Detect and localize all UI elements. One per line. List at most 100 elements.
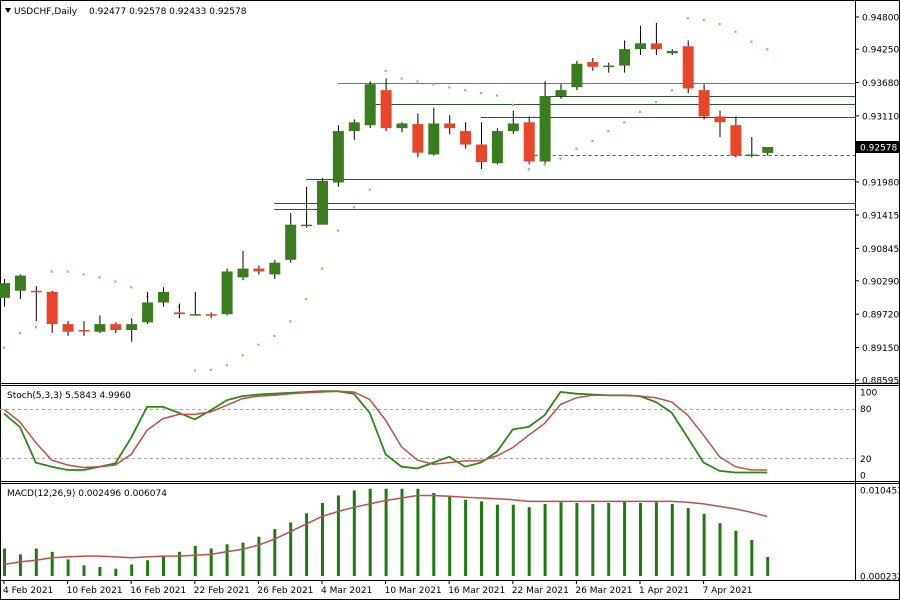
macd-histogram-bar: [448, 496, 452, 576]
macd-histogram-bar: [511, 504, 515, 576]
price-tick-label: 0.89150: [862, 344, 899, 354]
stoch-axis-ticks: 100 80 20 0: [860, 389, 877, 482]
macd-histogram-bar: [225, 544, 229, 576]
macd-histogram-bar: [654, 502, 658, 576]
candle: [444, 115, 456, 135]
candle: [555, 84, 567, 99]
candle-body-bear: [380, 90, 392, 129]
candle-body-bull: [94, 324, 106, 332]
sar-dot: [130, 286, 133, 289]
sar-dot: [66, 270, 69, 273]
macd-histogram-bar: [686, 508, 690, 576]
candle-body-bear: [30, 290, 42, 293]
candle: [189, 291, 201, 316]
candle: [603, 62, 615, 73]
candle-body-bear: [46, 291, 58, 325]
sar-dot: [18, 331, 22, 335]
candle-body-bear: [650, 43, 662, 50]
macd-histogram-bar: [702, 513, 706, 576]
macd-histogram-bar: [734, 530, 738, 576]
sar-dot: [623, 121, 626, 124]
candle: [110, 322, 122, 333]
candle: [158, 287, 169, 307]
date-tick-label: 26 Mar 2021: [575, 586, 632, 596]
sar-dot: [368, 188, 371, 191]
candle-body-bull: [507, 123, 519, 132]
stoch-tick-label: 80: [860, 405, 872, 415]
sar-dot: [527, 168, 530, 171]
sar-dot: [464, 89, 467, 92]
date-tick-label: 22 Mar 2021: [512, 586, 569, 596]
candle-body-bull: [619, 49, 631, 66]
candle: [269, 259, 281, 280]
candle-body-bull: [0, 283, 10, 298]
price-tick-label: 0.90845: [862, 245, 899, 255]
sar-dot: [480, 92, 483, 95]
macd-histogram-bar: [241, 542, 245, 576]
macd-signal-line: [3, 494, 768, 566]
symbol-dropdown-icon[interactable]: [5, 8, 11, 13]
candle: [221, 268, 233, 316]
candle: [78, 321, 90, 336]
candle-body-bull: [666, 50, 678, 54]
sar-dot: [543, 163, 546, 166]
date-tick-label: 10 Feb 2021: [67, 586, 123, 596]
date-tick-label: 22 Feb 2021: [194, 586, 250, 596]
price-tick-label: 0.93110: [862, 112, 899, 122]
candle: [380, 78, 392, 132]
candle: [587, 57, 599, 71]
candle: [46, 290, 58, 333]
current-price-tag-bg: [856, 141, 899, 153]
sar-dot: [352, 206, 355, 209]
price-tick-label: 0.91415: [862, 212, 899, 222]
date-tick-label: 7 Apr 2021: [703, 586, 753, 596]
candle-body-bear: [412, 124, 424, 153]
candle: [428, 107, 440, 156]
candle-body-bull: [746, 154, 758, 156]
candle-body-bear: [682, 46, 694, 89]
macd-histogram-bar: [495, 504, 499, 576]
candle-body-bear: [205, 314, 217, 316]
candle-body-bull: [539, 95, 551, 162]
date-tick-label: 4 Mar 2021: [321, 586, 372, 596]
macd-histogram-bar: [464, 499, 468, 576]
candle: [205, 312, 217, 319]
macd-histogram-bar: [575, 503, 579, 576]
macd-histogram-bar: [209, 548, 213, 576]
candle-body-bull: [269, 262, 281, 275]
candle-body-bear: [523, 122, 535, 162]
candle: [507, 110, 519, 135]
date-axis-ticks: 4 Feb 2021 10 Feb 2021 16 Feb 2021 22 Feb 2…: [3, 580, 753, 596]
macd-histogram-bar: [623, 501, 627, 576]
sar-dot: [766, 48, 769, 51]
candle: [523, 116, 535, 165]
date-tick-label: 4 Feb 2021: [3, 586, 53, 596]
candle: [253, 265, 265, 275]
macd-histogram-bar: [766, 556, 770, 576]
candle: [491, 128, 503, 165]
candle-body-bear: [78, 329, 90, 332]
candle-body-bear: [62, 324, 74, 332]
macd-axis-ticks: 0.010453 0.000232: [860, 486, 900, 582]
macd-histogram-bar: [543, 503, 547, 576]
candle-body-bear: [714, 116, 726, 123]
macd-histogram-bar: [321, 503, 324, 576]
sar-dot: [654, 100, 658, 104]
candle: [460, 122, 472, 149]
sar-dot: [193, 369, 196, 372]
sar-dot: [3, 346, 6, 349]
candle: [126, 318, 138, 342]
candle: [698, 84, 710, 120]
sar-dot: [82, 273, 85, 276]
stoch-tick-label: 100: [860, 389, 877, 399]
sar-dot: [495, 94, 499, 97]
candle: [285, 212, 297, 263]
candle: [730, 116, 742, 158]
candle: [62, 321, 74, 336]
sar-dot: [559, 157, 562, 160]
sar-dot: [98, 276, 101, 279]
candle: [301, 186, 313, 228]
date-tick-label: 10 Mar 2021: [385, 586, 442, 596]
macd-histogram-bar: [18, 554, 22, 576]
